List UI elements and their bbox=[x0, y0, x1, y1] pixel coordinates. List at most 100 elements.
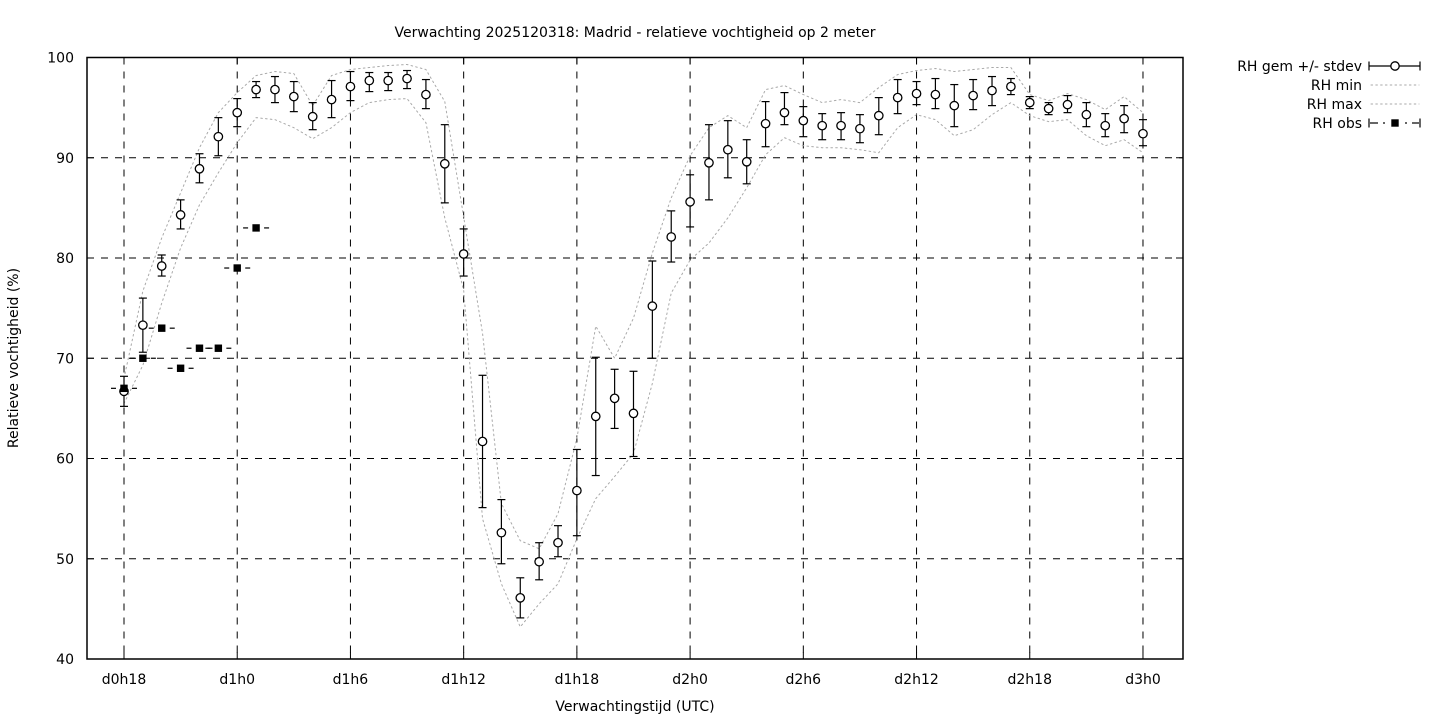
y-tick-label: 60 bbox=[56, 452, 74, 468]
rh-gem-point bbox=[1024, 97, 1035, 108]
rh-gem-point bbox=[1119, 113, 1129, 124]
rh-gem-point bbox=[213, 131, 224, 142]
y-axis-label: Relatieve vochtigheid (%) bbox=[6, 268, 22, 448]
legend: RH gem +/- stdev RH min RH max RH obs bbox=[1237, 59, 1421, 132]
rh-gem-point bbox=[534, 556, 544, 567]
rh-gem-point bbox=[741, 156, 752, 167]
y-tick-label: 100 bbox=[47, 51, 74, 67]
rh-gem-point bbox=[1006, 81, 1016, 92]
rh-gem-point bbox=[722, 144, 733, 155]
rh-gem-point bbox=[156, 261, 167, 271]
legend-label-rh-min: RH min bbox=[1311, 78, 1362, 94]
rh-gem-point bbox=[1062, 99, 1073, 110]
x-tick-label: d3h0 bbox=[1125, 672, 1161, 688]
rh-obs-point bbox=[214, 344, 223, 352]
tick-labels-layer: d0h18 d1h0 d1h6 d1h12 d1h18 d2h0 d2h6 d2h12 d2h1… bbox=[47, 51, 1161, 689]
x-tick-label: d1h0 bbox=[219, 672, 255, 688]
y-tick-label: 70 bbox=[56, 351, 74, 367]
rh-obs-point bbox=[252, 224, 260, 232]
rh-gem-point bbox=[949, 100, 960, 111]
legend-item-rh-max: RH max bbox=[1307, 97, 1420, 113]
x-tick-label: d2h6 bbox=[786, 672, 822, 688]
grid-layer bbox=[87, 57, 1183, 659]
y-tick-label: 50 bbox=[56, 552, 74, 568]
rh-gem-point bbox=[138, 320, 148, 331]
rh-gem-point bbox=[1081, 109, 1092, 120]
rh-gem-point bbox=[270, 84, 280, 95]
rh-gem-point bbox=[364, 75, 375, 86]
rh-gem-point bbox=[1100, 120, 1111, 131]
x-tick-label: d2h12 bbox=[894, 672, 938, 688]
rh-gem-point bbox=[1138, 128, 1148, 139]
axis-ticks-layer bbox=[87, 57, 1183, 660]
y-tick-label: 90 bbox=[56, 151, 74, 167]
rh-obs-point bbox=[139, 354, 147, 362]
rh-obs-point bbox=[233, 264, 241, 272]
legend-label-rh-max: RH max bbox=[1307, 97, 1362, 113]
rh-gem-point bbox=[666, 232, 677, 242]
legend-label-rh-obs: RH obs bbox=[1313, 116, 1362, 132]
rh-gem-point bbox=[798, 115, 809, 126]
rh-gem-point bbox=[553, 537, 563, 548]
x-tick-label: d0h18 bbox=[102, 672, 146, 688]
rh-gem-point bbox=[288, 91, 299, 102]
rh-gem-point bbox=[477, 436, 488, 447]
rh-gem-point bbox=[987, 85, 997, 96]
legend-item-rh-obs: RH obs bbox=[1313, 116, 1421, 132]
rh-gem-point bbox=[817, 120, 828, 131]
x-tick-label: d1h12 bbox=[441, 672, 485, 688]
rh-gem-point bbox=[873, 110, 884, 121]
rh-max-curve bbox=[123, 64, 1144, 550]
rh-gem-point bbox=[1043, 103, 1054, 114]
rh-gem-point bbox=[232, 107, 243, 118]
rh-gem-point bbox=[609, 393, 620, 404]
rh-gem-point bbox=[458, 249, 469, 259]
x-tick-label: d1h6 bbox=[333, 672, 369, 688]
rh-gem-point bbox=[496, 527, 507, 538]
rh-gem-point bbox=[421, 89, 431, 100]
rh-gem-point bbox=[251, 84, 261, 95]
x-tick-label: d1h18 bbox=[555, 672, 599, 688]
rh-gem-point bbox=[968, 90, 979, 101]
rh-gem-point bbox=[515, 592, 526, 603]
rh-gem-point bbox=[628, 408, 639, 419]
rh-gem-point bbox=[590, 411, 601, 422]
rh-obs-point bbox=[195, 344, 204, 352]
chart-title: Verwachting 2025120318: Madrid - relatie… bbox=[395, 25, 876, 41]
rh-gem-point bbox=[572, 485, 582, 496]
rh-gem-point bbox=[685, 197, 695, 207]
rh-min-curve bbox=[123, 98, 1144, 628]
rh-gem-point bbox=[194, 163, 205, 174]
x-tick-label: d2h18 bbox=[1008, 672, 1052, 688]
series-layer bbox=[111, 69, 1148, 619]
legend-item-rh-gem: RH gem +/- stdev bbox=[1237, 59, 1421, 75]
legend-label-rh-gem: RH gem +/- stdev bbox=[1237, 59, 1362, 75]
rh-gem-point bbox=[175, 210, 186, 220]
rh-gem-point bbox=[704, 157, 714, 168]
rh-obs-point bbox=[158, 324, 166, 332]
rh-gem-point bbox=[326, 94, 337, 105]
y-tick-label: 40 bbox=[56, 652, 74, 668]
y-tick-label: 80 bbox=[56, 251, 74, 267]
rh-gem-point bbox=[345, 81, 356, 92]
min-max-envelope-layer bbox=[123, 64, 1144, 628]
rh-gem-point bbox=[836, 120, 846, 131]
rh-gem-point bbox=[307, 111, 318, 122]
rh-gem-point bbox=[855, 123, 865, 134]
legend-item-rh-min: RH min bbox=[1311, 78, 1420, 94]
dashdot-square-icon bbox=[1368, 118, 1421, 128]
rh-gem-point bbox=[930, 89, 941, 100]
errorbar-circle-icon bbox=[1368, 61, 1421, 71]
x-tick-label: d2h0 bbox=[672, 672, 708, 688]
rh-obs-point bbox=[120, 384, 128, 393]
rh-gem-point bbox=[892, 92, 903, 103]
x-axis-label: Verwachtingstijd (UTC) bbox=[555, 699, 714, 715]
rh-gem-point bbox=[439, 158, 450, 169]
rh-gem-point bbox=[760, 118, 771, 129]
rh-obs-point bbox=[176, 364, 185, 372]
rh-gem-point bbox=[402, 73, 412, 84]
rh-gem-point bbox=[647, 301, 658, 311]
rh-gem-point bbox=[911, 88, 922, 99]
